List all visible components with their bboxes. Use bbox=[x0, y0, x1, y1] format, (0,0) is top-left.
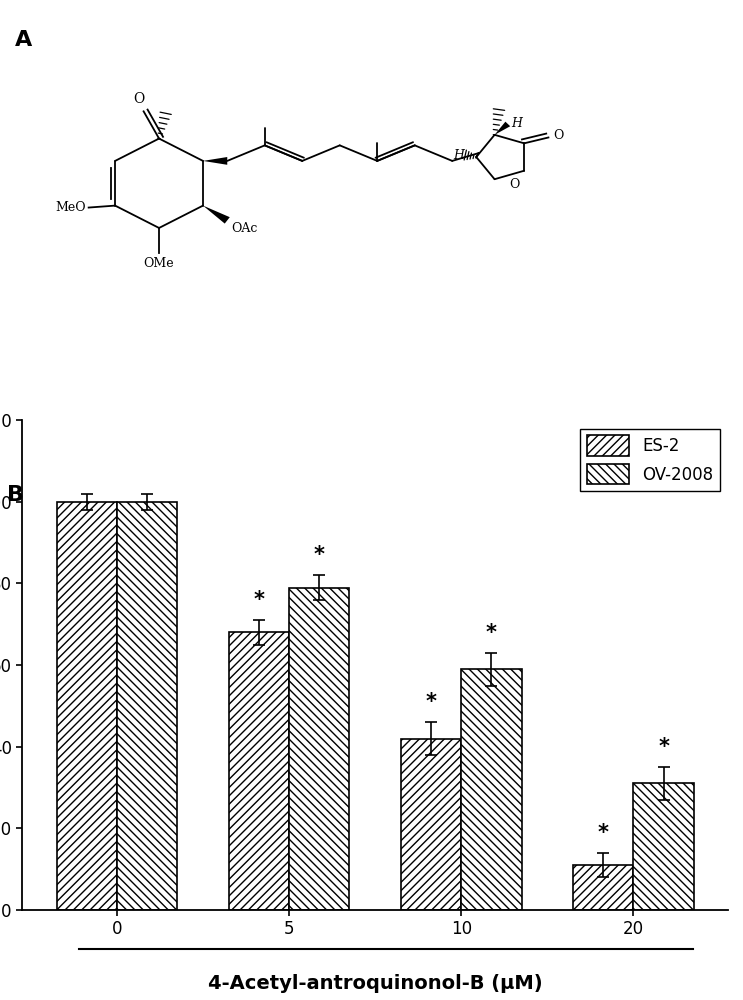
Text: *: * bbox=[598, 823, 609, 843]
Text: A: A bbox=[15, 30, 33, 50]
Text: *: * bbox=[314, 545, 325, 565]
Text: MeO: MeO bbox=[56, 201, 86, 214]
Text: *: * bbox=[426, 692, 437, 712]
Text: O: O bbox=[553, 129, 563, 142]
Bar bbox=[289, 588, 349, 910]
Bar bbox=[56, 502, 117, 910]
Text: O: O bbox=[510, 178, 520, 191]
Bar bbox=[461, 669, 522, 910]
Bar bbox=[401, 739, 461, 910]
Text: OMe: OMe bbox=[143, 257, 175, 270]
Text: *: * bbox=[253, 590, 265, 610]
Text: OAc: OAc bbox=[231, 222, 257, 235]
Text: 4-Acetyl-antroquinonol-B (μM): 4-Acetyl-antroquinonol-B (μM) bbox=[208, 974, 542, 993]
Text: H: H bbox=[453, 149, 464, 162]
Polygon shape bbox=[203, 157, 227, 165]
Text: *: * bbox=[486, 623, 497, 643]
Text: H: H bbox=[511, 117, 522, 130]
Legend: ES-2, OV-2008: ES-2, OV-2008 bbox=[580, 429, 720, 491]
Bar bbox=[573, 865, 634, 910]
Text: B: B bbox=[7, 485, 25, 505]
Text: *: * bbox=[658, 737, 669, 757]
Bar bbox=[634, 783, 694, 910]
Bar bbox=[229, 632, 289, 910]
Polygon shape bbox=[495, 122, 510, 135]
Polygon shape bbox=[203, 206, 230, 224]
Bar bbox=[117, 502, 178, 910]
Text: O: O bbox=[134, 92, 145, 106]
